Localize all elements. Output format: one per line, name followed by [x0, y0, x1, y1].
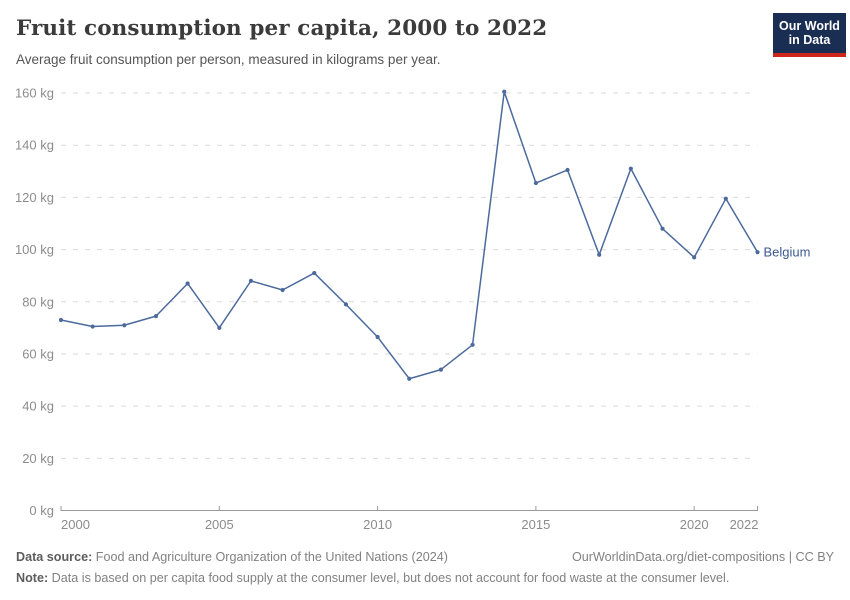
data-point-belgium-2006 — [248, 278, 254, 283]
data-point-belgium-2021 — [723, 196, 728, 201]
data-point-belgium-2010 — [375, 334, 380, 340]
y-axis-tick-label: 140 kg — [15, 138, 54, 153]
page-title: Fruit consumption per capita, 2000 to 20… — [16, 16, 548, 41]
data-point-belgium-2005 — [217, 325, 222, 330]
data-point-belgium-2014 — [502, 89, 507, 94]
x-axis-tick-label: 2000 — [61, 517, 90, 532]
x-axis-tick-label: 2010 — [363, 517, 392, 532]
owid-logo-accent-bar — [773, 53, 846, 57]
data-point-belgium-2012 — [438, 367, 444, 372]
data-point-belgium-2002 — [122, 323, 127, 328]
data-point-belgium-2015 — [533, 180, 538, 186]
footer-credit: OurWorldinData.org/diet-compositions | C… — [571, 550, 835, 564]
license-text: CC BY — [795, 550, 835, 564]
note-label: Note: — [16, 571, 49, 585]
owid-logo-line2: in Data — [788, 33, 831, 47]
y-axis-tick-label: 20 kg — [22, 451, 54, 466]
y-axis-tick-label: 100 kg — [15, 242, 54, 257]
x-axis-line — [60, 506, 758, 511]
y-axis-tick-label: 80 kg — [22, 294, 54, 309]
data-point-belgium-2000 — [58, 317, 64, 323]
data-point-belgium-2022 — [755, 250, 760, 255]
footer-link[interactable]: OurWorldinData.org/diet-compositions — [571, 550, 786, 564]
footer-note-row: Note: Data is based on per capita food s… — [16, 571, 730, 585]
data-point-belgium-2009 — [343, 302, 349, 307]
y-axis-tick-label: 120 kg — [15, 190, 54, 205]
x-axis-tick-label: 2022 — [730, 517, 759, 532]
data-point-belgium-2013 — [470, 342, 475, 347]
data-point-belgium-2004 — [185, 281, 190, 286]
owid-logo-line1: Our World — [779, 19, 840, 33]
data-point-belgium-2007 — [280, 287, 285, 293]
data-source-label: Data source: — [16, 550, 93, 564]
series-label-belgium[interactable]: Belgium — [764, 245, 811, 260]
data-point-belgium-2008 — [312, 270, 317, 276]
owid-logo[interactable]: Our World in Data — [773, 13, 846, 57]
data-point-belgium-2020 — [692, 255, 697, 260]
y-axis-tick-label: 60 kg — [22, 346, 54, 361]
y-axis-tick-label: 160 kg — [15, 86, 54, 101]
data-point-belgium-2011 — [407, 376, 412, 381]
x-axis-tick-label: 2020 — [680, 517, 709, 532]
footer-source-row: Data source: Food and Agriculture Organi… — [16, 547, 834, 568]
data-point-belgium-2019 — [660, 226, 665, 231]
data-point-belgium-2017 — [597, 252, 602, 257]
series-line-belgium — [60, 90, 759, 380]
owid-logo-box: Our World in Data — [773, 13, 846, 53]
chart-subtitle: Average fruit consumption per person, me… — [16, 52, 441, 67]
data-point-belgium-2018 — [628, 166, 633, 171]
data-source-text: Data source: Food and Agriculture Organi… — [16, 550, 448, 564]
chart-footer: Data source: Food and Agriculture Organi… — [16, 547, 834, 589]
data-point-belgium-2016 — [565, 167, 570, 173]
y-axis-tick-label: 0 kg — [29, 503, 54, 518]
data-point-belgium-2003 — [153, 314, 159, 319]
line-chart: 0 kg 20 kg 40 kg 60 kg 80 kg 100 kg 120 kg 140 … — [15, 86, 811, 533]
x-axis-tick-label: 2005 — [205, 517, 234, 532]
x-axis-tick-label: 2015 — [521, 517, 550, 532]
data-point-belgium-2001 — [90, 324, 95, 329]
y-axis-tick-label: 40 kg — [22, 399, 54, 414]
